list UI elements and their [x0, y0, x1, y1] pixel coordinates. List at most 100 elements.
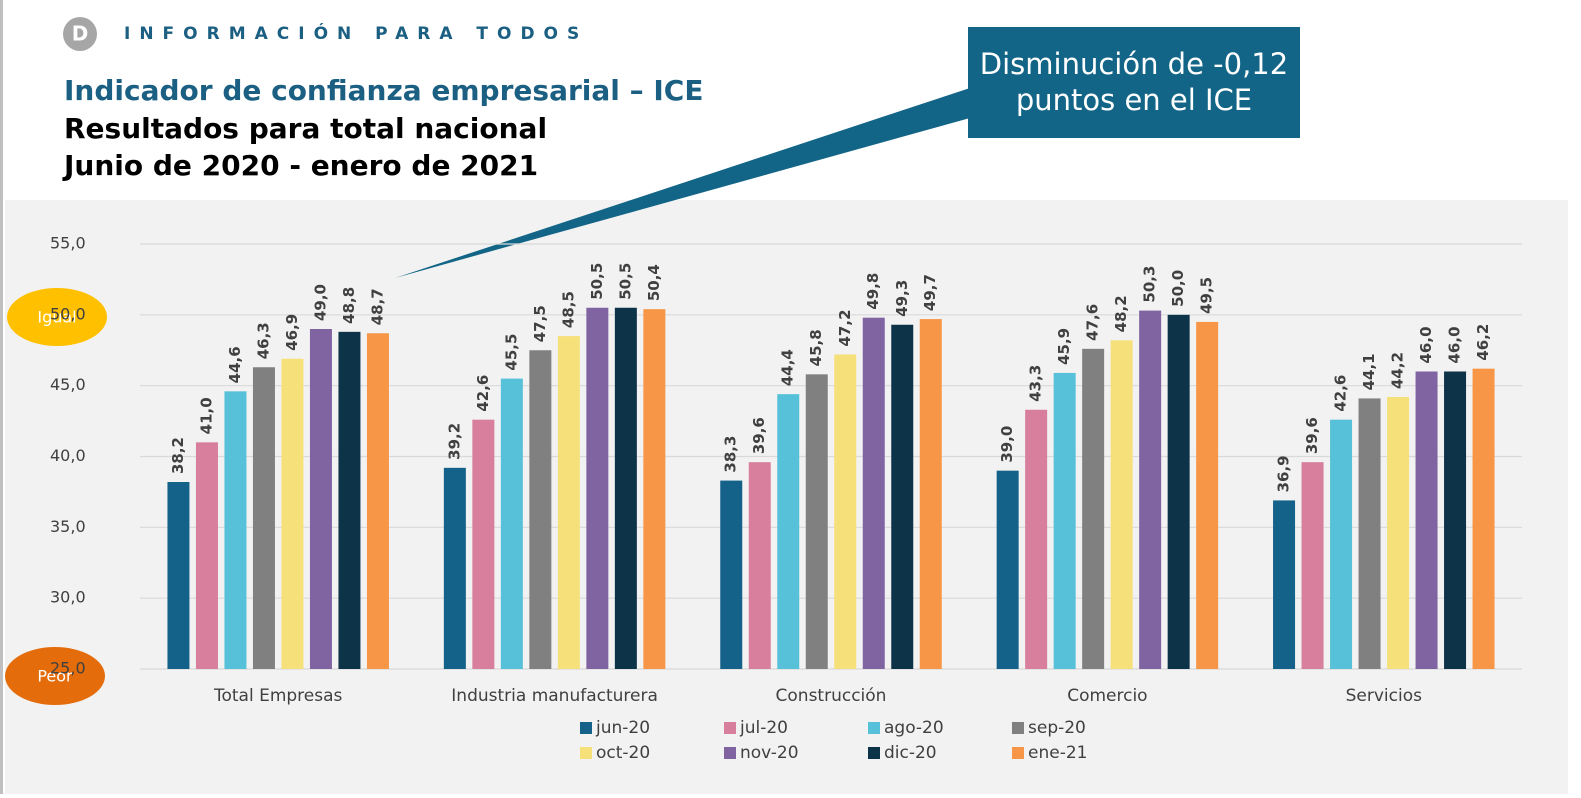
y-tick-label: 30,0 — [50, 588, 86, 607]
logo-letter: D — [72, 22, 89, 46]
badge — [5, 647, 105, 705]
bar — [167, 482, 190, 669]
bar — [1415, 371, 1438, 669]
bar — [1196, 321, 1219, 669]
value-label: 36,9 — [1275, 455, 1293, 492]
legend-swatch — [580, 747, 592, 759]
value-label: 39,6 — [750, 417, 768, 454]
bar — [805, 374, 828, 669]
legend-label: nov-20 — [740, 743, 799, 763]
bar — [224, 391, 247, 669]
y-tick-label: 40,0 — [50, 446, 86, 465]
bar — [777, 394, 800, 669]
legend-label: sep-20 — [1028, 718, 1086, 738]
legend-swatch — [1012, 747, 1024, 759]
bar — [862, 317, 885, 669]
value-label: 50,3 — [1141, 266, 1159, 303]
bar — [643, 309, 666, 669]
bar — [1387, 397, 1410, 669]
bar — [472, 419, 495, 669]
value-label: 44,6 — [226, 346, 244, 383]
bar — [1053, 372, 1076, 669]
badge-text: Peor — [37, 667, 73, 686]
value-label: 48,5 — [559, 291, 577, 328]
y-tick-label: 55,0 — [50, 234, 86, 253]
bar — [443, 467, 466, 669]
bar — [614, 307, 637, 669]
legend-swatch — [580, 722, 592, 734]
value-label: 49,8 — [864, 273, 882, 310]
value-label: 38,2 — [169, 437, 187, 474]
value-label: 47,6 — [1084, 304, 1102, 341]
chart: 25,0 30,0 35,0 40,0 45,0 50,0 55,0 Total Empres… — [50, 234, 1522, 763]
value-label: 44,1 — [1360, 353, 1378, 390]
value-label: 50,0 — [1169, 270, 1187, 307]
y-tick-label: 25,0 — [50, 659, 86, 678]
bar — [720, 480, 743, 669]
bar — [1273, 500, 1296, 669]
value-label: 41,0 — [197, 397, 215, 434]
chart-subtitle: Junio de 2020 - enero de 2021 — [62, 149, 538, 182]
value-label: 48,2 — [1112, 295, 1130, 332]
legend-label: dic-20 — [884, 743, 937, 763]
value-label: 46,3 — [254, 322, 272, 359]
callout-text: Disminución de -0,12 — [980, 47, 1288, 81]
value-label: 43,3 — [1027, 365, 1045, 402]
value-label: 45,5 — [502, 334, 520, 371]
callout-box — [968, 27, 1300, 138]
legend-label: ene-21 — [1028, 743, 1087, 763]
value-label: 50,5 — [616, 263, 634, 300]
legend-label: jul-20 — [739, 718, 788, 738]
value-label: 39,6 — [1303, 417, 1321, 454]
legend-swatch — [724, 722, 736, 734]
legend-swatch — [868, 747, 880, 759]
y-tick-label: 50,0 — [50, 304, 86, 323]
x-tick-label: Construcción — [776, 686, 887, 706]
badge-text: Igual — [37, 308, 76, 327]
value-label: 39,2 — [445, 423, 463, 460]
bar — [1167, 314, 1190, 669]
bar — [748, 462, 771, 669]
legend-label: ago-20 — [884, 718, 944, 738]
bar — [557, 336, 580, 669]
value-label: 38,3 — [722, 436, 740, 473]
legend-label: oct-20 — [596, 743, 650, 763]
chart-title: Indicador de confianza empresarial – ICE — [64, 74, 703, 107]
badge — [7, 288, 107, 346]
callout-text: puntos en el ICE — [1016, 83, 1252, 117]
value-label: 49,0 — [311, 284, 329, 321]
legend-swatch — [868, 722, 880, 734]
value-label: 50,5 — [588, 263, 606, 300]
value-label: 47,2 — [836, 309, 854, 346]
chart-subtitle: Resultados para total nacional — [64, 112, 547, 145]
logo — [63, 17, 97, 51]
value-label: 46,9 — [283, 314, 301, 351]
bar — [1472, 368, 1495, 669]
value-label: 44,4 — [779, 349, 797, 386]
value-label: 44,2 — [1389, 352, 1407, 389]
x-tick-label: Industria manufacturera — [451, 686, 658, 706]
value-label: 47,5 — [531, 305, 549, 342]
legend-label: jun-20 — [595, 718, 650, 738]
y-tick-label: 35,0 — [50, 517, 86, 536]
bar — [1301, 462, 1324, 669]
value-label: 48,7 — [368, 288, 386, 325]
bar — [366, 333, 389, 669]
bar — [1082, 348, 1105, 669]
x-tick-label: Comercio — [1067, 686, 1147, 706]
legend-swatch — [1012, 722, 1024, 734]
bar — [1025, 409, 1048, 669]
bar — [1444, 371, 1467, 669]
value-label: 46,0 — [1446, 326, 1464, 363]
bar — [996, 470, 1019, 669]
value-label: 45,8 — [807, 329, 825, 366]
bar — [281, 358, 304, 669]
x-tick-label: Servicios — [1346, 686, 1422, 706]
bar — [500, 378, 523, 669]
bar — [309, 329, 332, 669]
value-label: 49,7 — [921, 274, 939, 311]
value-label: 50,4 — [645, 264, 663, 301]
value-label: 39,0 — [998, 426, 1016, 463]
header-text: INFORMACIÓN PARA TODOS — [124, 22, 588, 44]
